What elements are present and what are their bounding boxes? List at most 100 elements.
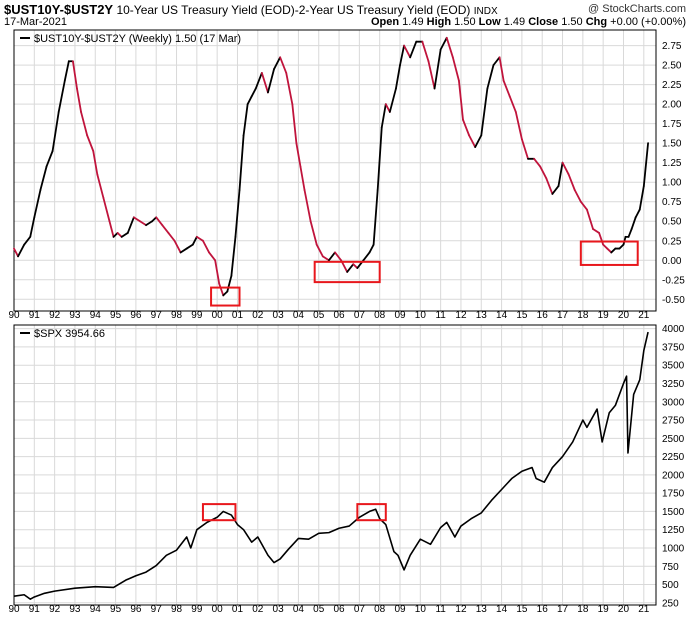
spread-segment	[273, 56, 282, 70]
spread-segment	[285, 72, 294, 106]
spread-x-tick-label: 16	[537, 310, 549, 321]
spx-highlight-box	[356, 503, 387, 522]
spread-x-tick-label: 90	[8, 310, 20, 321]
spread-segment	[234, 189, 241, 238]
spx-x-tick-label: 02	[252, 604, 264, 615]
spread-segment	[602, 243, 609, 250]
spread-segment	[567, 173, 576, 191]
spread-segment	[102, 196, 111, 223]
spread-segment	[399, 44, 405, 67]
spread-segment	[116, 232, 123, 238]
spread-y-tick-label: 1.50	[662, 139, 682, 150]
spx-x-tick-label: 96	[130, 604, 142, 615]
spread-segment	[480, 87, 489, 137]
spread-frame	[13, 29, 657, 312]
spread-segment	[72, 60, 78, 90]
chg-label: Chg	[585, 16, 608, 28]
spread-x-tick-label: 98	[171, 310, 183, 321]
spread-x-tick-label: 18	[577, 310, 589, 321]
spx-y-tick-label: 1750	[662, 489, 685, 500]
spread-segment	[309, 220, 318, 246]
spread-x-tick-label: 15	[516, 310, 528, 321]
spread-segment	[39, 165, 48, 191]
source-label[interactable]: @ StockCharts.com	[588, 3, 686, 15]
spread-legend: $UST10Y-$UST2Y (Weekly) 1.50 (17 Mar)	[34, 33, 241, 45]
spread-segment	[362, 251, 371, 262]
spread-segment	[33, 189, 42, 219]
spread-highlight-box	[579, 240, 639, 266]
spx-y-tick-label: 3500	[662, 361, 685, 372]
spread-segment	[108, 220, 115, 238]
spx-line	[13, 331, 649, 600]
spx-x-tick-label: 90	[8, 604, 20, 615]
spread-segment	[291, 103, 298, 145]
spread-segment	[368, 243, 375, 254]
spx-x-tick-label: 03	[273, 604, 285, 615]
spx-y-tick-label: 2750	[662, 416, 685, 427]
spread-segment	[214, 259, 221, 285]
exchange: INDX	[473, 6, 498, 17]
spread-x-tick-label: 97	[151, 310, 163, 321]
spx-x-tick-label: 10	[415, 604, 427, 615]
spread-segment	[191, 235, 198, 246]
spread-segment	[557, 161, 564, 188]
spx-y-tick-label: 750	[662, 562, 679, 573]
chart-date: 17-Mar-2021	[4, 16, 67, 28]
spread-y-tick-label: 0.00	[662, 256, 682, 267]
spread-segment	[299, 165, 306, 191]
spread-segment	[439, 36, 448, 51]
spx-x-tick-label: 18	[577, 604, 589, 615]
spx-x-tick-label: 16	[537, 604, 549, 615]
spread-segment	[167, 232, 176, 242]
spread-segment	[242, 103, 249, 137]
spread-x-tick-label: 92	[49, 310, 61, 321]
chart-title: $UST10Y-$UST2Y 10-Year US Treasury Yield…	[4, 2, 498, 17]
spread-segment	[388, 87, 397, 113]
spx-x-tick-label: 91	[29, 604, 41, 615]
spread-x-tick-label: 01	[232, 310, 244, 321]
spx-x-tick-label: 15	[516, 604, 528, 615]
spx-x-tick-label: 01	[232, 604, 244, 615]
spread-segment	[120, 232, 129, 238]
spread-y-tick-label: 2.75	[662, 41, 682, 52]
spread-segment	[86, 134, 95, 152]
spread-segment	[380, 103, 387, 129]
spread-segment	[321, 255, 330, 262]
spread-x-tick-label: 11	[435, 310, 446, 321]
spread-segment	[185, 243, 194, 250]
spread-segment	[267, 68, 275, 94]
spread-segment	[451, 56, 460, 82]
spx-highlight-box	[201, 503, 237, 522]
spread-segment	[51, 111, 60, 152]
spread-segment	[202, 239, 210, 254]
spread-x-tick-label: 96	[130, 310, 142, 321]
spx-x-tick-label: 95	[110, 604, 122, 615]
spread-segment	[57, 79, 66, 113]
spx-panel: 2505007501000125015001750200022502500275…	[8, 324, 684, 615]
spread-segment	[139, 220, 147, 227]
spx-x-tick-label: 17	[557, 604, 569, 615]
spread-segment	[96, 173, 105, 199]
spx-x-tick-label: 06	[334, 604, 346, 615]
spread-y-tick-label: 1.25	[662, 158, 682, 169]
spread-segment	[179, 247, 188, 254]
spread-x-tick-label: 12	[455, 310, 467, 321]
spread-segment	[295, 142, 302, 168]
spread-segment	[126, 216, 135, 234]
spread-segment	[409, 40, 418, 59]
spread-segment	[468, 134, 477, 148]
spread-segment	[545, 177, 554, 195]
spread-segment	[346, 263, 355, 273]
spx-y-tick-label: 1500	[662, 507, 685, 518]
spx-y-tick-label: 3000	[662, 397, 685, 408]
spread-segment	[328, 251, 336, 262]
spread-x-tick-label: 13	[476, 310, 488, 321]
spread-segment	[458, 79, 464, 121]
spread-segment	[573, 189, 582, 203]
spread-segment	[218, 282, 225, 297]
spx-y-tick-label: 250	[662, 598, 679, 609]
spread-segment	[315, 243, 324, 258]
high-value: 1.50	[454, 16, 476, 28]
spread-segment	[76, 87, 82, 113]
